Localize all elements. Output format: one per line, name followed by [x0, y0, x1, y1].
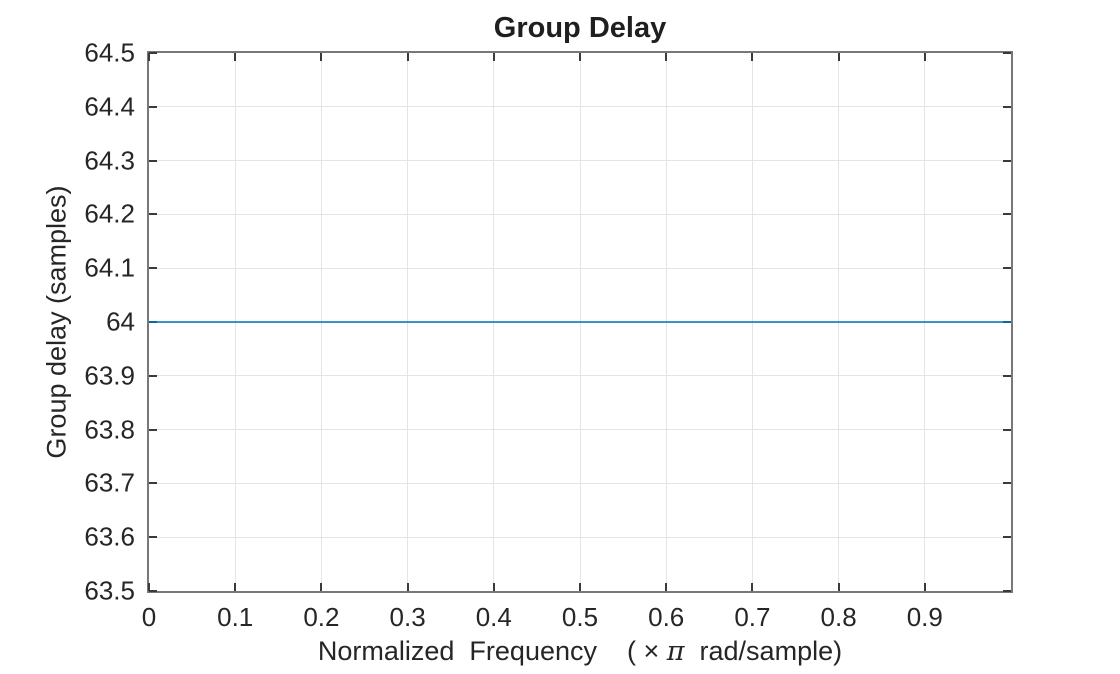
- y-tick-label: 63.9: [84, 360, 135, 391]
- y-tick-label: 64: [106, 306, 135, 337]
- y-tick-label: 63.5: [84, 575, 135, 606]
- y-tick-mark-left: [149, 267, 157, 270]
- horizontal-gridline: [149, 160, 1011, 162]
- y-tick-mark-right: [1003, 590, 1011, 592]
- y-tick-label: 63.6: [84, 521, 135, 552]
- x-tick-mark-bottom: [406, 583, 409, 591]
- x-tick-mark-top: [406, 53, 409, 61]
- y-tick-mark-right: [1003, 213, 1011, 216]
- y-tick-label: 64.5: [84, 37, 135, 68]
- x-tick-mark-bottom: [492, 583, 495, 591]
- x-tick-label: 0: [141, 602, 157, 632]
- y-tick-mark-left: [149, 159, 157, 162]
- plot-inner: 0 0.1 0.2 0.3 0.4 0.5 0.6 0.7 0.8 0.9 63.5 63.6 63.7…: [84, 38, 1011, 632]
- x-tick-mark-bottom: [148, 583, 150, 591]
- x-axis-label-text: Normalized Frequency ( ×: [317, 636, 667, 666]
- y-tick-mark-left: [149, 105, 157, 108]
- y-tick-mark-right: [1003, 159, 1011, 162]
- x-tick-label: 0.9: [906, 602, 943, 632]
- horizontal-gridline: [149, 106, 1011, 108]
- y-tick-mark-left: [149, 52, 157, 54]
- y-tick-mark-left: [149, 374, 157, 377]
- x-tick-label: 0.2: [303, 602, 340, 632]
- pi-symbol: π: [666, 636, 685, 667]
- x-tick-label: 0.8: [820, 602, 857, 632]
- x-tick-label: 0.6: [648, 602, 685, 632]
- x-tick-mark-bottom: [579, 583, 581, 591]
- y-tick-label: 64.4: [84, 91, 135, 122]
- y-tick-mark-right: [1003, 52, 1011, 54]
- y-tick-label: 64.3: [84, 145, 135, 176]
- x-tick-mark-top: [665, 53, 668, 61]
- x-tick-mark-top: [837, 53, 840, 61]
- horizontal-gridline: [149, 429, 1011, 431]
- y-tick-mark-right: [1003, 267, 1011, 270]
- y-tick-label: 63.8: [84, 414, 135, 445]
- plot-area[interactable]: 0 0.1 0.2 0.3 0.4 0.5 0.6 0.7 0.8 0.9 63.5 63.6 63.7…: [84, 38, 1013, 632]
- x-tick-label: 0.3: [389, 602, 426, 632]
- horizontal-gridline: [149, 375, 1011, 377]
- x-tick-mark-bottom: [320, 583, 323, 591]
- x-tick-mark-bottom: [751, 583, 754, 591]
- y-tick-mark-left: [149, 482, 157, 485]
- y-tick-mark-right: [1003, 536, 1011, 539]
- x-tick-mark-bottom: [234, 583, 237, 591]
- y-tick-mark-right: [1003, 105, 1011, 108]
- y-tick-mark-left: [149, 428, 157, 431]
- x-tick-label: 0.4: [475, 602, 512, 632]
- y-tick-mark-left: [149, 590, 157, 592]
- y-tick-label: 64.1: [84, 252, 135, 283]
- x-tick-mark-top: [234, 53, 237, 61]
- y-tick-label: 64.2: [84, 198, 135, 229]
- y-tick-label: 63.7: [84, 467, 135, 498]
- x-axis-label-units: rad/sample): [684, 636, 843, 666]
- x-tick-mark-bottom: [923, 583, 926, 591]
- y-tick-mark-right: [1003, 374, 1011, 377]
- x-tick-label: 0.5: [561, 602, 599, 632]
- horizontal-gridline: [149, 267, 1011, 269]
- x-tick-mark-top: [579, 53, 581, 61]
- y-axis-label: Group delay (samples): [41, 185, 72, 459]
- horizontal-gridline: [149, 536, 1011, 538]
- x-tick-mark-top: [923, 53, 926, 61]
- y-tick-mark-left: [149, 536, 157, 539]
- x-tick-mark-bottom: [665, 583, 668, 591]
- x-tick-label: 0.1: [217, 602, 254, 632]
- x-axis-label: Normalized Frequency ( × π rad/sample): [147, 636, 1013, 667]
- x-tick-mark-top: [148, 53, 150, 61]
- x-tick-mark-bottom: [837, 583, 840, 591]
- y-tick-mark-right: [1003, 482, 1011, 485]
- x-tick-mark-top: [492, 53, 495, 61]
- x-tick-label: 0.7: [734, 602, 771, 632]
- horizontal-gridline: [149, 213, 1011, 215]
- x-tick-mark-top: [751, 53, 754, 61]
- y-tick-mark-left: [149, 213, 157, 216]
- chart-title: Group Delay: [493, 12, 667, 44]
- horizontal-gridline: [149, 482, 1011, 484]
- series-layer: [149, 321, 1011, 323]
- y-tick-mark-right: [1003, 428, 1011, 431]
- x-tick-mark-top: [320, 53, 323, 61]
